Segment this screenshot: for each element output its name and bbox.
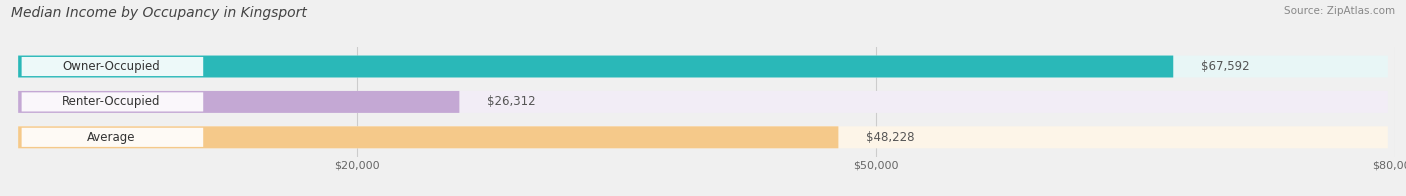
Text: Owner-Occupied: Owner-Occupied <box>63 60 160 73</box>
FancyBboxPatch shape <box>18 126 1388 148</box>
FancyBboxPatch shape <box>21 128 204 147</box>
FancyBboxPatch shape <box>21 92 204 112</box>
FancyBboxPatch shape <box>18 55 1388 77</box>
Text: Renter-Occupied: Renter-Occupied <box>62 95 160 108</box>
Text: Median Income by Occupancy in Kingsport: Median Income by Occupancy in Kingsport <box>11 6 307 20</box>
FancyBboxPatch shape <box>18 91 1388 113</box>
Text: Source: ZipAtlas.com: Source: ZipAtlas.com <box>1284 6 1395 16</box>
FancyBboxPatch shape <box>18 55 1173 77</box>
Text: Average: Average <box>87 131 136 144</box>
FancyBboxPatch shape <box>18 126 838 148</box>
Text: $48,228: $48,228 <box>866 131 914 144</box>
Text: $26,312: $26,312 <box>486 95 536 108</box>
FancyBboxPatch shape <box>18 91 460 113</box>
FancyBboxPatch shape <box>21 57 204 76</box>
Text: $67,592: $67,592 <box>1201 60 1250 73</box>
